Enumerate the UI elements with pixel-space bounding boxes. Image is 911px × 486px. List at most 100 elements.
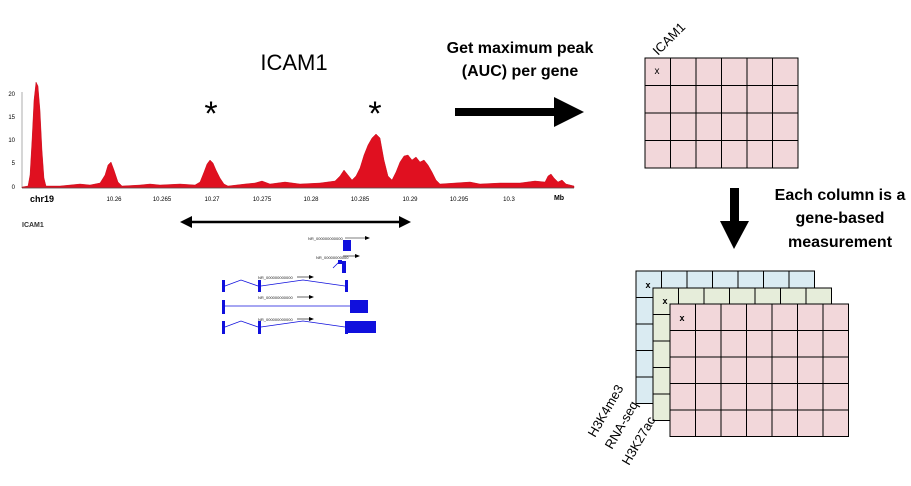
matrix-cell (771, 303, 798, 331)
x-tick-label: 10.285 (351, 197, 370, 203)
matrix-cell (772, 112, 799, 141)
y-tick-labels: 20 15 10 5 0 (8, 92, 15, 191)
transcript-label: NR_000000000000 (258, 317, 293, 322)
x-unit-label: Mb (554, 195, 564, 202)
process-arrow-right: Get maximum peak (AUC) per gene (447, 40, 594, 127)
matrix-cell (669, 356, 696, 384)
matrix-cell (771, 383, 798, 411)
matrix-cell (695, 140, 722, 169)
cell-marker: x (645, 280, 650, 290)
transcript-model: NR_000000000000 (222, 295, 368, 314)
matrix-cell (669, 383, 696, 411)
transcript-label: NR_000000000000 (258, 275, 293, 280)
matrix-cell (797, 356, 824, 384)
y-tick-label: 15 (8, 115, 15, 121)
matrix-cell (720, 303, 747, 331)
matrix-cell (695, 356, 722, 384)
transcript-model: NR_000000000000 (308, 236, 370, 251)
step-label-line: gene-based (796, 210, 885, 227)
matrix-cell (771, 330, 798, 358)
matrix-cell (644, 112, 671, 141)
matrix-cell (720, 330, 747, 358)
signal-track (21, 81, 575, 189)
column-label: ICAM1 (650, 19, 689, 58)
matrix-cell (695, 330, 722, 358)
matrix-stack: x x x H3K4me3 RNA-seq H3K27ac (585, 270, 849, 468)
x-tick-label: 10.26 (106, 197, 122, 203)
matrix-cell (822, 330, 849, 358)
region-arrow (180, 216, 411, 228)
matrix-cell (822, 303, 849, 331)
matrix-cell (797, 330, 824, 358)
matrix-cell (669, 330, 696, 358)
gene-matrix: ICAM1 x (644, 19, 799, 169)
x-tick-label: 10.275 (253, 197, 272, 203)
matrix-cell (670, 140, 697, 169)
y-tick-label: 20 (8, 92, 15, 98)
y-tick-label: 0 (12, 185, 16, 191)
peak-marker: * (204, 95, 217, 133)
x-tick-label: 10.265 (153, 197, 172, 203)
transcript-model: NR_000000000000 (222, 317, 376, 334)
x-tick-label: 10.29 (402, 197, 418, 203)
step-label-line: Get maximum peak (447, 40, 594, 57)
matrix-cell (721, 140, 748, 169)
x-tick-label: 10.27 (204, 197, 220, 203)
matrix-cell (822, 383, 849, 411)
matrix-cell (720, 409, 747, 437)
x-tick-label: 10.295 (450, 197, 469, 203)
matrix-cell (670, 85, 697, 114)
matrix-cell (746, 330, 773, 358)
transcript-label: NR_000000000000 (258, 295, 293, 300)
matrix-cell (746, 356, 773, 384)
matrix-cell (695, 383, 722, 411)
peak-marker: * (368, 95, 381, 133)
matrix-cell (772, 140, 799, 169)
matrix-cell (720, 356, 747, 384)
matrix-cell (695, 85, 722, 114)
gene-title: ICAM1 (260, 50, 327, 75)
matrix-cell (695, 57, 722, 86)
matrix-cell (822, 409, 849, 437)
matrix-cell (695, 409, 722, 437)
transcript-model: NR_00000000000 (316, 254, 360, 273)
matrix-cell (695, 303, 722, 331)
transcript-label: NR_000000000000 (308, 236, 343, 241)
matrix-cell (746, 383, 773, 411)
matrix-cell (721, 85, 748, 114)
x-tick-label: 10.28 (303, 197, 319, 203)
cell-marker: x (662, 296, 667, 306)
matrix-cell (772, 85, 799, 114)
matrix-cell (797, 303, 824, 331)
x-tick-labels: 10.26 10.265 10.27 10.275 10.28 10.285 1… (106, 197, 515, 203)
step-label-line: Each column is a (775, 187, 906, 204)
matrix-cell (669, 409, 696, 437)
matrix-cell (695, 112, 722, 141)
matrix-cell (720, 383, 747, 411)
cell-marker: x (655, 66, 660, 77)
matrix-cell (746, 57, 773, 86)
gene-models: NR_000000000000 NR_00000000000 NR_000000… (222, 236, 376, 334)
matrix-cell (670, 112, 697, 141)
matrix-cell (771, 356, 798, 384)
y-tick-label: 10 (8, 138, 15, 144)
cell-marker: x (679, 313, 684, 323)
matrix-layer-h3k27ac (669, 303, 849, 437)
step-label-line: measurement (788, 234, 893, 251)
step-label-line: (AUC) per gene (462, 63, 579, 80)
matrix-cell (721, 57, 748, 86)
chromosome-label: chr19 (30, 194, 54, 204)
matrix-cell (746, 85, 773, 114)
matrix-cell (797, 383, 824, 411)
process-arrow-down: Each column is a gene-based measurement (720, 187, 905, 251)
transcript-model: NR_000000000000 (222, 275, 348, 292)
matrix-cell (797, 409, 824, 437)
x-tick-label: 10.3 (503, 197, 515, 203)
matrix-cell (746, 409, 773, 437)
matrix-cell (771, 409, 798, 437)
matrix-cell (746, 112, 773, 141)
matrix-cell (644, 85, 671, 114)
genome-browser-panel: ICAM1 20 15 10 5 0 chr19 10.26 10.265 10… (8, 50, 575, 334)
matrix-cell (670, 57, 697, 86)
